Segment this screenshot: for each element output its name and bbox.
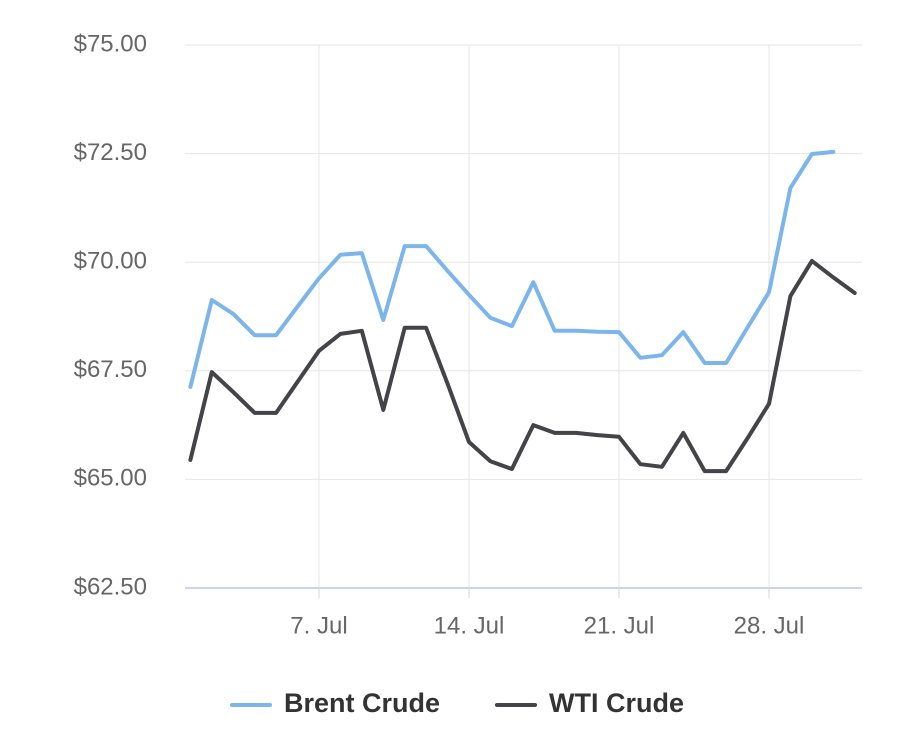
- y-tick-label: $70.00: [74, 248, 147, 275]
- y-tick-label: $72.50: [74, 139, 147, 166]
- series-line: [188, 149, 836, 389]
- y-tick-label: $67.50: [74, 356, 147, 383]
- legend-item: WTI Crude: [495, 688, 684, 718]
- x-tick-label: 28. Jul: [734, 612, 805, 639]
- legend-item: Brent Crude: [230, 688, 440, 718]
- legend-label: Brent Crude: [284, 688, 440, 718]
- y-tick-label: $75.00: [74, 30, 147, 57]
- series-line: [188, 258, 857, 474]
- x-tick-label: 14. Jul: [434, 612, 505, 639]
- x-tick-label: 7. Jul: [290, 612, 347, 639]
- legend-label: WTI Crude: [549, 688, 684, 718]
- y-tick-label: $62.50: [74, 573, 147, 600]
- y-tick-label: $65.00: [74, 465, 147, 492]
- x-tick-label: 21. Jul: [584, 612, 655, 639]
